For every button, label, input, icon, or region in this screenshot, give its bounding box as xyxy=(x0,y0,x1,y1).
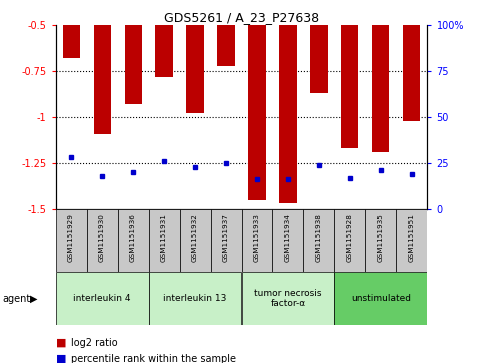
Text: unstimulated: unstimulated xyxy=(351,294,411,303)
Bar xyxy=(341,0,358,148)
Bar xyxy=(117,209,149,272)
Bar xyxy=(311,0,327,93)
Text: GSM1151936: GSM1151936 xyxy=(130,213,136,262)
Bar xyxy=(86,209,117,272)
Bar xyxy=(242,272,334,325)
Text: percentile rank within the sample: percentile rank within the sample xyxy=(71,354,237,363)
Text: ■: ■ xyxy=(56,354,66,363)
Bar xyxy=(62,0,80,58)
Text: tumor necrosis
factor-α: tumor necrosis factor-α xyxy=(254,289,322,308)
Bar xyxy=(94,0,111,134)
Text: ▶: ▶ xyxy=(30,294,38,303)
Bar xyxy=(186,0,203,113)
Bar xyxy=(56,272,149,325)
Text: GSM1151951: GSM1151951 xyxy=(409,213,415,262)
Text: GSM1151933: GSM1151933 xyxy=(254,213,260,262)
Text: GSM1151931: GSM1151931 xyxy=(161,213,167,262)
Bar xyxy=(366,209,397,272)
Bar xyxy=(272,209,303,272)
Bar xyxy=(149,272,242,325)
Bar xyxy=(156,0,172,77)
Text: GSM1151935: GSM1151935 xyxy=(378,213,384,262)
Bar xyxy=(280,0,297,203)
Bar xyxy=(149,209,180,272)
Text: GSM1151938: GSM1151938 xyxy=(316,213,322,262)
Bar xyxy=(242,209,272,272)
Text: GSM1151928: GSM1151928 xyxy=(347,213,353,262)
Bar xyxy=(397,209,427,272)
Bar xyxy=(180,209,211,272)
Bar xyxy=(248,0,266,200)
Bar xyxy=(303,209,334,272)
Text: agent: agent xyxy=(2,294,30,303)
Text: interleukin 13: interleukin 13 xyxy=(163,294,227,303)
Bar xyxy=(125,0,142,104)
Text: ■: ■ xyxy=(56,338,66,348)
Text: GSM1151937: GSM1151937 xyxy=(223,213,229,262)
Text: GSM1151929: GSM1151929 xyxy=(68,213,74,262)
Text: GSM1151932: GSM1151932 xyxy=(192,213,198,262)
Text: GSM1151934: GSM1151934 xyxy=(285,213,291,262)
Bar xyxy=(56,209,86,272)
Bar xyxy=(217,0,235,66)
Bar xyxy=(372,0,389,152)
Bar xyxy=(211,209,242,272)
Bar xyxy=(334,272,427,325)
Bar xyxy=(403,0,421,121)
Text: interleukin 4: interleukin 4 xyxy=(73,294,131,303)
Title: GDS5261 / A_23_P27638: GDS5261 / A_23_P27638 xyxy=(164,11,319,24)
Bar xyxy=(334,209,366,272)
Text: GSM1151930: GSM1151930 xyxy=(99,213,105,262)
Text: log2 ratio: log2 ratio xyxy=(71,338,118,348)
